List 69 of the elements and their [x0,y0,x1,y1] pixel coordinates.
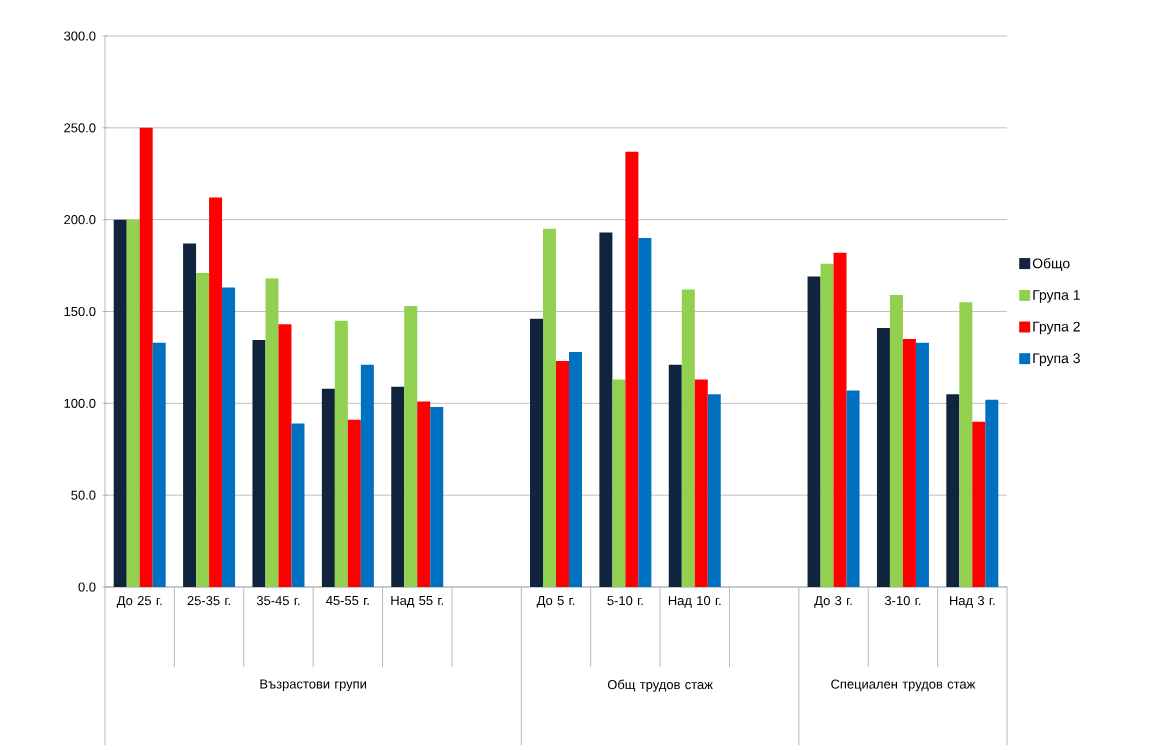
bar [972,421,986,587]
bar [599,232,613,587]
bar [404,305,418,587]
bar [625,151,639,587]
y-tick-label: 250.0 [64,123,96,133]
legend-label: Група 3 [1033,353,1080,366]
x-tick-label: 45-55 г. [326,596,369,606]
bar [209,197,223,587]
bar [668,364,682,587]
y-tick-label: 0.0 [78,582,96,592]
x-tick-label: Над 10 г. [668,596,721,608]
x-tick-label: Над 55 г. [391,596,443,608]
bar [946,394,960,587]
bar [889,294,903,587]
bar [113,219,127,587]
bar [152,342,166,587]
bar [222,287,236,587]
bar [638,238,652,587]
text: Специален трудов стаж [831,679,976,692]
bar [360,364,374,587]
x-tick-label: До 5 г. [536,596,575,608]
bar [417,401,431,587]
x-tick-label: 25-35 г. [187,596,230,606]
bar [430,407,444,587]
bar [612,379,626,587]
bar [183,243,197,587]
x-tick-label: 3-10 г. [884,596,921,606]
bar [807,276,821,587]
y-tick-label: 300.0 [64,31,96,41]
bar [139,127,153,587]
x-tick-label: 5-10 г. [607,596,643,606]
bar [915,342,929,587]
bar [902,339,916,587]
bar [833,252,847,587]
bar [694,379,708,587]
bar [820,263,834,587]
bar [846,390,860,587]
bar [569,351,583,587]
bar [291,423,305,587]
legend-label: Общо [1032,257,1070,271]
bar [391,386,405,587]
bar [543,228,557,587]
bar [876,328,890,587]
bar [334,320,348,587]
x-tick-label: 35-45 г. [256,596,300,606]
y-tick-label: 200.0 [64,215,96,225]
text: Общ трудов стаж [607,679,713,692]
y-tick-label: 50.0 [71,490,96,500]
bar [265,278,279,587]
bar [347,419,361,587]
bar [707,394,721,587]
x-tick-label: Над 3 г. [950,596,995,608]
bar [278,324,292,587]
y-tick-label: 150.0 [64,306,96,317]
bar [252,339,266,587]
y-tick-label: 100.0 [64,398,96,408]
bar [556,361,570,587]
bar [959,302,973,587]
bar [126,219,140,587]
bar [321,388,335,587]
x-tick-label: До 3 г. [814,596,852,608]
bar [196,272,210,587]
text: Възрастови групи [260,679,366,692]
x-tick-label: До 25 г. [116,596,162,608]
bar [530,318,544,587]
legend-label: Група 2 [1033,321,1080,335]
bar [985,399,999,587]
legend-label: Група 1 [1033,290,1080,303]
bar [681,289,695,587]
